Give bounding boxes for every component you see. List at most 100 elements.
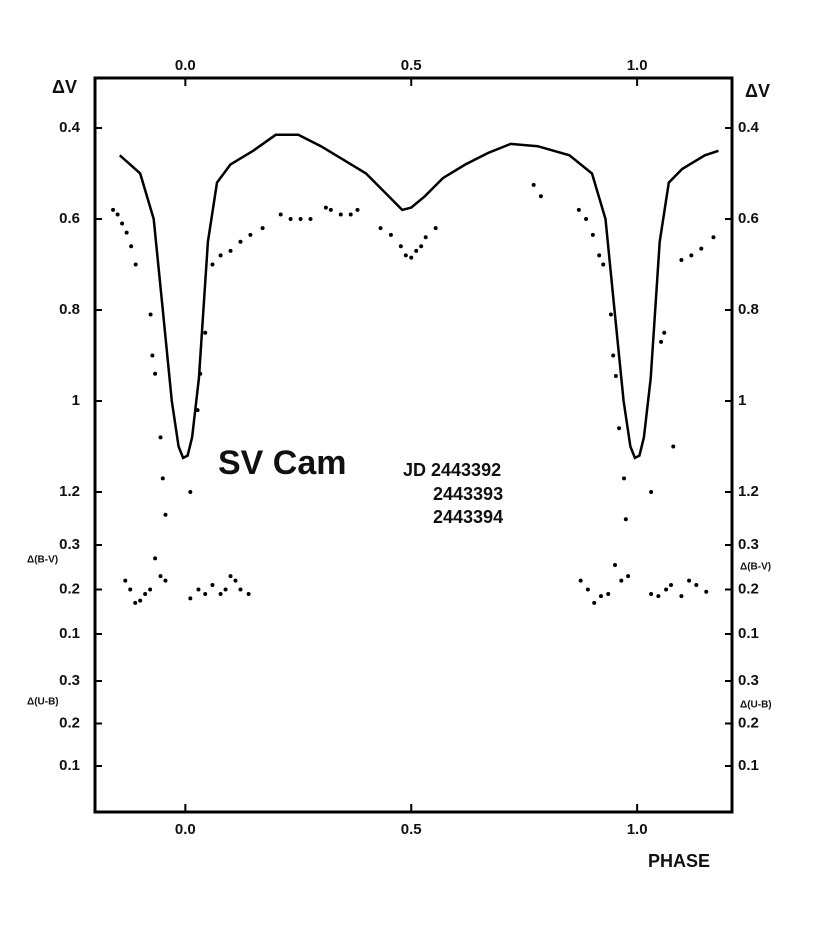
y-axis-label: Δ(U-B) (27, 697, 59, 708)
data-point (623, 517, 628, 522)
data-point (238, 239, 243, 244)
data-point (585, 587, 590, 592)
data-point (597, 253, 602, 258)
data-point (248, 232, 253, 237)
data-point (148, 587, 153, 592)
data-point (133, 262, 138, 267)
data-point (622, 476, 627, 481)
x-tick-label: 0.5 (401, 821, 422, 838)
data-point (679, 257, 684, 262)
y-tick-label: 0.2 (59, 580, 80, 597)
data-point (210, 583, 215, 588)
data-point (671, 444, 676, 449)
data-point (323, 205, 328, 210)
data-point (233, 578, 238, 583)
data-point (578, 578, 583, 583)
y-tick-label: 0.4 (59, 119, 81, 136)
data-point (656, 594, 661, 599)
data-point (160, 476, 165, 481)
data-point (626, 574, 631, 579)
data-point (338, 212, 343, 217)
data-point (608, 312, 613, 317)
data-point (704, 589, 709, 594)
data-point (664, 587, 669, 592)
x-tick-label: 1.0 (627, 57, 648, 74)
data-point (223, 587, 228, 592)
y-tick-label: 0.6 (738, 210, 759, 227)
data-point (278, 212, 283, 217)
data-point (195, 408, 200, 413)
data-point (203, 330, 208, 335)
data-point (228, 574, 233, 579)
data-point (687, 578, 692, 583)
data-point (617, 426, 622, 431)
data-point (433, 226, 438, 231)
data-point (163, 578, 168, 583)
data-point (613, 373, 618, 378)
y-tick-label: 0.6 (59, 210, 80, 227)
data-point (398, 244, 403, 249)
data-point (188, 596, 193, 601)
data-point (414, 248, 419, 253)
data-point (419, 244, 424, 249)
data-point (590, 232, 595, 237)
data-point (238, 587, 243, 592)
y-tick-label: 0.2 (59, 714, 80, 731)
data-point (689, 253, 694, 258)
data-point (409, 255, 414, 260)
x-tick-label: 0.0 (175, 57, 196, 74)
y-axis-label: Δ(B-V) (740, 562, 771, 573)
data-point (203, 591, 208, 596)
data-point (153, 556, 158, 561)
y-tick-label: 0.3 (59, 536, 80, 553)
data-point (198, 371, 203, 376)
x-axis-label: PHASE (648, 851, 710, 871)
x-tick-label: 0.5 (401, 57, 422, 74)
data-point (123, 578, 128, 583)
data-point (129, 244, 134, 249)
data-point (355, 207, 360, 212)
data-point (158, 435, 163, 440)
data-point (128, 587, 133, 592)
y-tick-label: 0.8 (738, 301, 759, 318)
data-point (288, 217, 293, 221)
y-axis-label: Δ(B-V) (27, 555, 58, 566)
data-point (138, 598, 143, 603)
y-tick-label: 1 (738, 392, 746, 409)
data-point (531, 182, 536, 187)
y-tick-label: 0.3 (738, 536, 759, 553)
y-tick-label: 0.3 (59, 672, 80, 689)
data-point (601, 262, 606, 267)
y-tick-label: 0.8 (59, 301, 80, 318)
data-point (163, 512, 168, 517)
data-point (694, 583, 699, 588)
data-point (188, 490, 193, 494)
data-point (328, 207, 333, 212)
data-point (133, 600, 138, 605)
data-point (218, 253, 223, 258)
light-curve (118, 133, 719, 460)
data-point (143, 591, 148, 596)
y-tick-label: 0.2 (738, 714, 759, 731)
data-point (662, 330, 667, 335)
y-tick-label: 0.3 (738, 672, 759, 689)
data-point (584, 217, 589, 221)
x-tick-label: 1.0 (627, 821, 648, 838)
data-point (196, 587, 201, 592)
data-point (669, 583, 674, 588)
data-point (423, 235, 428, 240)
data-point (403, 253, 408, 258)
y-tick-label: 0.4 (738, 119, 760, 136)
data-point (153, 371, 158, 376)
annotation: 2443393 (433, 484, 503, 504)
data-point (711, 235, 716, 240)
data-point (228, 248, 233, 253)
y-tick-label: 1.2 (59, 483, 80, 500)
data-point (576, 207, 581, 212)
data-point (388, 232, 393, 237)
data-point (679, 594, 684, 599)
data-point (592, 600, 597, 605)
data-point (612, 563, 617, 568)
y-tick-label: 0.2 (738, 580, 759, 597)
